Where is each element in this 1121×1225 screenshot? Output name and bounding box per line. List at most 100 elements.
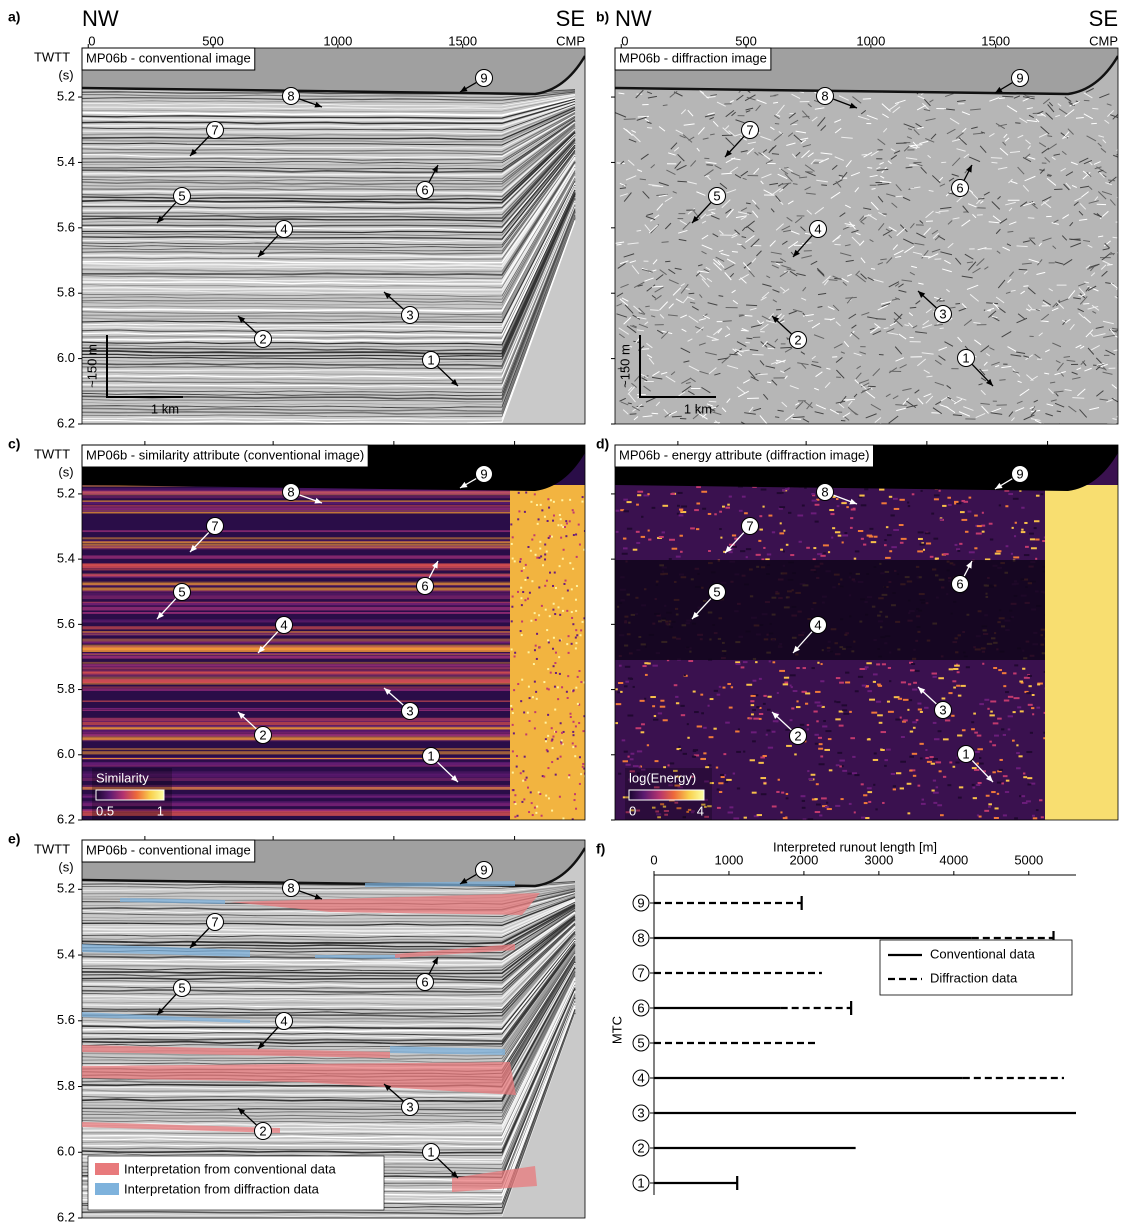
- texture: [779, 532, 784, 534]
- texture: [82, 718, 515, 721]
- texture: [823, 552, 826, 554]
- texture: [529, 592, 531, 594]
- texture: [82, 632, 515, 636]
- y-tick-label: 5.4: [57, 154, 75, 169]
- texture: [512, 536, 514, 538]
- texture: [925, 749, 927, 751]
- texture: [974, 515, 978, 517]
- texture: [641, 723, 645, 725]
- texture: [512, 558, 514, 560]
- texture: [1031, 547, 1037, 549]
- texture: [511, 620, 513, 622]
- texture: [1020, 710, 1024, 712]
- texture: [530, 791, 532, 793]
- texture: [1027, 675, 1031, 677]
- texture: [1037, 683, 1040, 685]
- texture: [567, 590, 569, 592]
- texture: [557, 686, 559, 688]
- marker-label: 7: [211, 914, 218, 929]
- texture: [911, 663, 915, 665]
- panel-label: b): [596, 9, 609, 25]
- y-tick-label: 5.2: [57, 485, 75, 500]
- texture: [723, 321, 732, 322]
- texture: [991, 158, 1002, 159]
- texture: [847, 773, 851, 775]
- texture: [520, 630, 522, 632]
- marker-label: 2: [259, 331, 266, 346]
- texture: [984, 699, 989, 701]
- texture: [819, 763, 825, 765]
- texture: [1025, 546, 1029, 548]
- texture: [887, 701, 890, 703]
- texture: [615, 48, 1118, 424]
- texture: [1027, 783, 1031, 785]
- texture: [534, 727, 536, 729]
- texture: [720, 774, 724, 776]
- texture: [642, 665, 646, 667]
- texture: [532, 696, 534, 698]
- texture: [555, 672, 557, 674]
- texture: [529, 720, 531, 722]
- texture: [988, 806, 991, 808]
- texture: [889, 550, 892, 552]
- texture: [979, 816, 982, 818]
- marker-label: 1: [962, 746, 969, 761]
- texture: [733, 773, 735, 775]
- texture: [997, 718, 1002, 720]
- texture: [553, 665, 555, 667]
- texture: [863, 794, 867, 796]
- texture: [538, 557, 540, 559]
- texture: [553, 637, 555, 639]
- texture: [886, 749, 891, 751]
- texture: [1013, 498, 1019, 500]
- texture: [571, 617, 573, 619]
- texture: [547, 714, 549, 716]
- texture: [555, 587, 557, 589]
- texture: [637, 750, 642, 752]
- texture: [922, 799, 924, 801]
- texture: [756, 554, 761, 556]
- texture: [733, 817, 739, 819]
- texture: [560, 524, 562, 526]
- texture: [82, 700, 515, 702]
- texture: [534, 807, 536, 809]
- texture: [554, 572, 556, 574]
- texture: [82, 735, 515, 738]
- texture: [971, 721, 974, 723]
- texture: [633, 686, 635, 688]
- texture: [1001, 728, 1004, 730]
- texture: [813, 547, 816, 549]
- texture: [568, 635, 570, 637]
- texture: [520, 700, 522, 702]
- texture: [552, 609, 554, 611]
- texture: [561, 739, 563, 741]
- texture: [82, 725, 515, 727]
- texture: [807, 728, 809, 730]
- texture: [615, 688, 617, 690]
- texture: [553, 515, 555, 517]
- texture: [877, 714, 883, 716]
- texture: [896, 772, 901, 774]
- texture: [751, 695, 756, 697]
- texture: [959, 543, 962, 545]
- texture: [568, 776, 570, 778]
- panel-label: a): [8, 9, 20, 25]
- panel-label: e): [8, 831, 20, 847]
- texture: [521, 679, 523, 681]
- texture: [790, 674, 796, 676]
- texture: [990, 711, 993, 713]
- texture: [1021, 531, 1026, 533]
- texture: [783, 550, 785, 552]
- texture: [866, 685, 869, 687]
- texture: [882, 802, 884, 804]
- texture: [1024, 677, 1030, 679]
- texture: [82, 670, 515, 674]
- texture: [861, 817, 865, 819]
- texture: [961, 519, 967, 521]
- texture: [751, 704, 754, 706]
- texture: [1011, 553, 1013, 555]
- texture: [668, 764, 670, 766]
- texture: [912, 753, 917, 755]
- texture: [538, 518, 540, 520]
- y-tick-label: 3: [637, 1105, 644, 1120]
